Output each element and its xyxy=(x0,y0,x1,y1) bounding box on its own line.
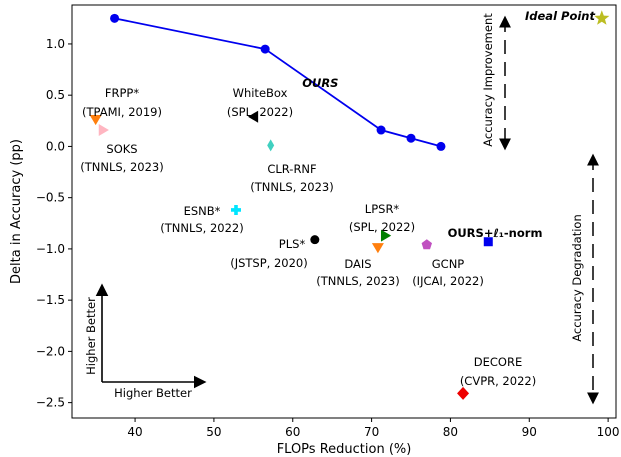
frpp-marker xyxy=(89,114,102,126)
clr-rnf-marker xyxy=(267,139,275,152)
ours-point xyxy=(110,13,120,23)
x-tick-label: 100 xyxy=(597,425,620,439)
y-tick-label: −0.5 xyxy=(36,191,65,205)
plot-area xyxy=(71,4,617,419)
y-tick-label: 0.0 xyxy=(46,139,65,153)
ours-series-line xyxy=(114,17,442,148)
x-axis-ticks: 40 50 60 70 80 90 100 xyxy=(127,418,620,439)
point-labels: OURS FRPP* (TPAMI, 2019) SOKS (TNNLS, 2023) W… xyxy=(80,9,595,388)
y-tick-label: −1.5 xyxy=(36,293,65,307)
x-tick-label: 50 xyxy=(206,425,221,439)
higher-better-vertical-label: Higher Better xyxy=(84,297,98,375)
accuracy-improvement-label: Accuracy Improvement xyxy=(481,13,495,147)
x-tick-label: 80 xyxy=(443,425,458,439)
frpp-name-label: FRPP* xyxy=(105,86,139,100)
esnb-marker xyxy=(230,204,241,215)
gcnp-marker xyxy=(421,239,432,250)
gcnp-name-label: GCNP xyxy=(432,257,465,271)
x-tick-label: 40 xyxy=(127,425,142,439)
annotation-arrows: Higher Better Higher Better Accuracy Impro… xyxy=(84,13,599,405)
ours-l1-name-label: OURS+ℓ₁-norm xyxy=(448,226,543,240)
dais-name-label: DAIS xyxy=(344,257,371,271)
y-tick-label: −2.5 xyxy=(36,396,65,410)
pls-marker xyxy=(310,235,320,245)
pls-name-label: PLS* xyxy=(279,237,306,251)
whitebox-venue-label: (SPL, 2022) xyxy=(227,105,293,119)
lpsr-name-label: LPSR* xyxy=(365,202,400,216)
accuracy-degradation-label: Accuracy Degradation xyxy=(570,214,584,342)
y-tick-label: −2.0 xyxy=(36,344,65,358)
y-tick-label: 1.0 xyxy=(46,37,65,51)
y-tick-label: −1.0 xyxy=(36,242,65,256)
esnb-name-label: ESNB* xyxy=(184,204,221,218)
ideal-marker xyxy=(594,10,610,25)
y-tick-label: 0.5 xyxy=(46,88,65,102)
soks-marker xyxy=(98,124,109,137)
higher-better-horizontal-label: Higher Better xyxy=(114,386,192,400)
y-axis-label: Delta in Accuracy (pp) xyxy=(9,139,24,284)
whitebox-name-label: WhiteBox xyxy=(233,86,288,100)
x-tick-label: 70 xyxy=(364,425,379,439)
plot-frame xyxy=(71,4,617,419)
ours-label: OURS xyxy=(302,76,338,90)
ours-point xyxy=(436,141,446,151)
ours-point xyxy=(376,125,386,135)
pls-venue-label: (JSTSP, 2020) xyxy=(230,256,308,270)
lpsr-marker xyxy=(380,229,392,242)
ideal-name-label: Ideal Point xyxy=(525,9,595,23)
dais-venue-label: (TNNLS, 2023) xyxy=(316,274,400,288)
soks-venue-label: (TNNLS, 2023) xyxy=(80,160,164,174)
ours-point xyxy=(406,133,416,143)
gcnp-venue-label: (IJCAI, 2022) xyxy=(412,274,484,288)
dais-marker xyxy=(371,243,384,254)
whitebox-marker xyxy=(247,110,259,123)
decore-marker xyxy=(457,386,470,400)
ours-point xyxy=(260,44,270,54)
lpsr-venue-label: (SPL, 2022) xyxy=(349,220,415,234)
decore-venue-label: (CVPR, 2022) xyxy=(460,374,536,388)
data-marks xyxy=(89,10,610,400)
decore-name-label: DECORE xyxy=(474,355,522,369)
x-tick-label: 90 xyxy=(522,425,537,439)
y-axis-ticks: 1.0 0.5 0.0 −0.5 −1.0 −1.5 −2.0 −2.5 xyxy=(36,37,72,410)
clr-rnf-name-label: CLR-RNF xyxy=(267,162,316,176)
clr-rnf-venue-label: (TNNLS, 2023) xyxy=(250,180,334,194)
soks-name-label: SOKS xyxy=(106,142,137,156)
x-axis-label: FLOPs Reduction (%) xyxy=(277,442,412,457)
frpp-venue-label: (TPAMI, 2019) xyxy=(82,105,162,119)
ours-l1-marker xyxy=(483,237,493,247)
x-tick-label: 60 xyxy=(285,425,300,439)
esnb-venue-label: (TNNLS, 2022) xyxy=(160,221,244,235)
